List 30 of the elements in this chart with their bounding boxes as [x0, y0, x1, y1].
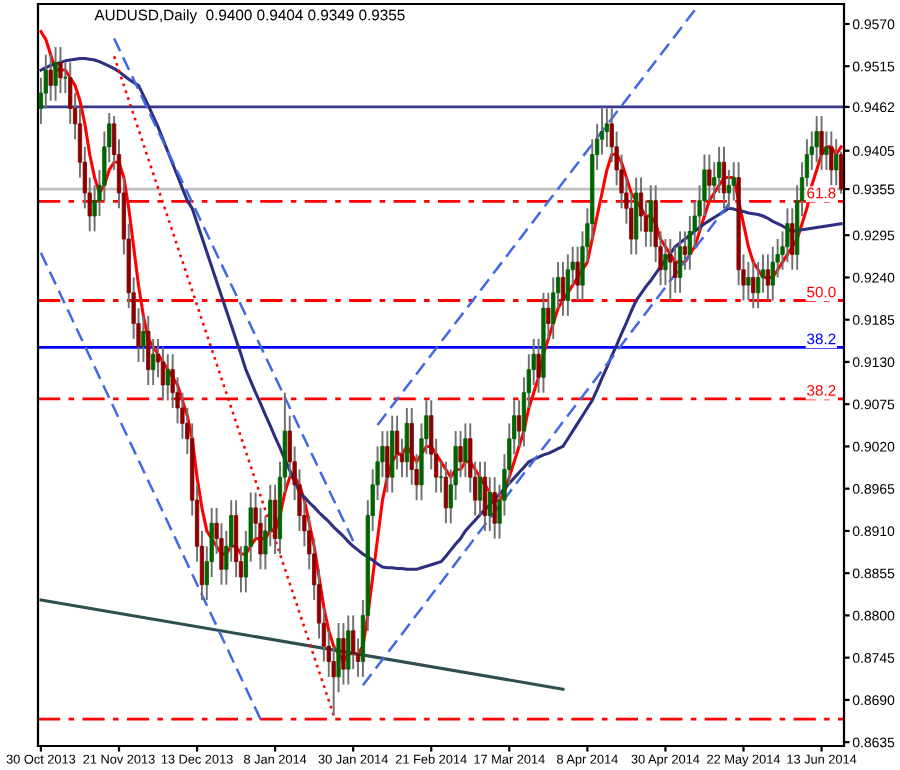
- candlestick: [565, 253, 570, 317]
- candlestick: [814, 115, 819, 164]
- candlestick: [668, 238, 673, 302]
- line-series: [39, 57, 843, 571]
- candlestick: [404, 407, 409, 479]
- candlestick: [165, 353, 170, 402]
- candlestick: [829, 130, 834, 187]
- candlestick: [492, 476, 497, 540]
- candlestick: [785, 207, 790, 264]
- candlestick: [53, 46, 58, 102]
- candlestick: [770, 245, 775, 302]
- candlestick: [751, 261, 756, 310]
- candlestick: [346, 614, 351, 686]
- candlestick: [390, 414, 395, 494]
- candlestick: [819, 115, 824, 171]
- candlestick: [756, 261, 761, 310]
- candlestick: [146, 314, 151, 386]
- candlestick: [834, 138, 839, 187]
- candlestick: [560, 261, 566, 317]
- candlestick: [160, 345, 166, 402]
- candlestick: [677, 230, 683, 294]
- candlestick: [721, 145, 727, 210]
- candlestick: [58, 46, 63, 95]
- candlestick: [746, 261, 751, 302]
- candlestick: [634, 176, 639, 256]
- candlestick: [765, 253, 771, 302]
- candlestick: [443, 460, 449, 525]
- candlestick: [48, 53, 53, 102]
- candlestick: [341, 622, 346, 686]
- candlestick: [482, 460, 488, 532]
